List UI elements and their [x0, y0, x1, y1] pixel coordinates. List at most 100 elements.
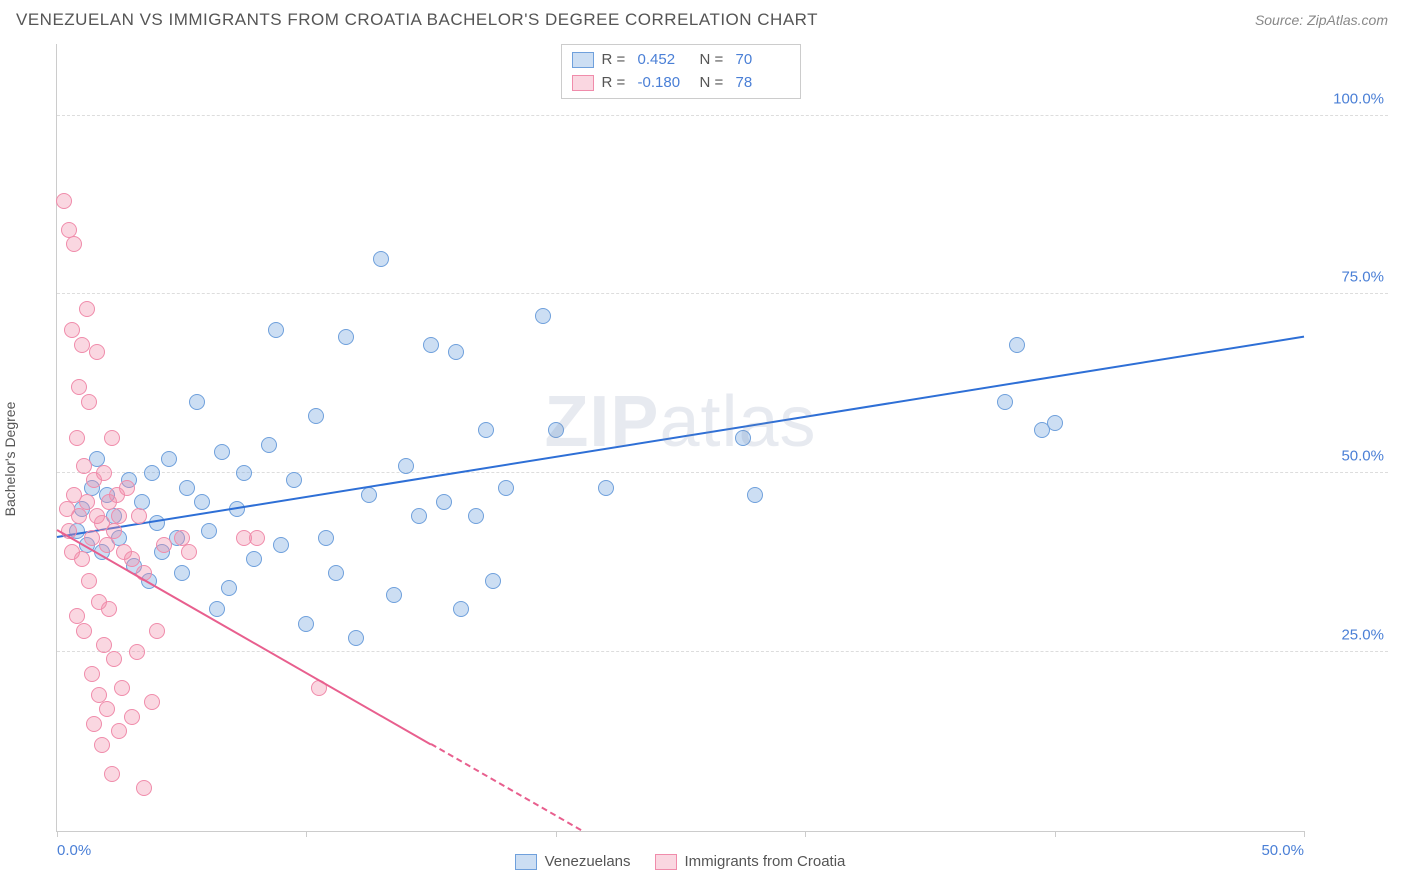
scatter-point — [273, 537, 289, 553]
scatter-point — [114, 680, 130, 696]
bottom-legend: Venezuelans Immigrants from Croatia — [56, 853, 1304, 870]
scatter-point — [99, 537, 115, 553]
chart-title: VENEZUELAN VS IMMIGRANTS FROM CROATIA BA… — [16, 10, 818, 30]
scatter-point — [86, 716, 102, 732]
scatter-point — [1009, 337, 1025, 353]
r-value-venezuelans: 0.452 — [638, 49, 692, 72]
legend-swatch-croatia — [655, 854, 677, 870]
scatter-point — [84, 530, 100, 546]
gridline-h — [57, 472, 1388, 473]
legend-item-croatia: Immigrants from Croatia — [655, 853, 846, 870]
scatter-point — [453, 601, 469, 617]
y-axis-label: Bachelor's Degree — [2, 402, 18, 517]
scatter-point — [246, 551, 262, 567]
scatter-point — [298, 616, 314, 632]
scatter-point — [131, 508, 147, 524]
scatter-point — [308, 408, 324, 424]
scatter-point — [89, 344, 105, 360]
scatter-point — [149, 623, 165, 639]
scatter-point — [348, 630, 364, 646]
scatter-point — [598, 480, 614, 496]
r-value-croatia: -0.180 — [638, 72, 692, 95]
scatter-point — [735, 430, 751, 446]
scatter-point — [161, 451, 177, 467]
x-tick — [57, 831, 58, 837]
scatter-point — [236, 465, 252, 481]
scatter-point — [74, 337, 90, 353]
scatter-point — [104, 430, 120, 446]
scatter-point — [747, 487, 763, 503]
scatter-point — [268, 322, 284, 338]
scatter-point — [423, 337, 439, 353]
scatter-point — [201, 523, 217, 539]
x-tick — [1304, 831, 1305, 837]
scatter-point — [1047, 415, 1063, 431]
x-tick — [805, 831, 806, 837]
y-tick-label: 75.0% — [1312, 269, 1384, 286]
scatter-point — [286, 472, 302, 488]
y-tick-label: 100.0% — [1312, 90, 1384, 107]
x-tick — [1055, 831, 1056, 837]
stats-row-croatia: R = -0.180 N = 78 — [572, 72, 790, 95]
scatter-point — [66, 236, 82, 252]
scatter-point — [136, 780, 152, 796]
scatter-point — [84, 666, 100, 682]
scatter-point — [111, 508, 127, 524]
swatch-croatia — [572, 75, 594, 91]
gridline-h — [57, 651, 1388, 652]
scatter-point — [149, 515, 165, 531]
scatter-point — [181, 544, 197, 560]
scatter-point — [485, 573, 501, 589]
scatter-point — [81, 573, 97, 589]
legend-label-croatia: Immigrants from Croatia — [685, 853, 846, 870]
chart-area: Bachelor's Degree ZIPatlas R = 0.452 N =… — [16, 44, 1388, 874]
scatter-point — [119, 480, 135, 496]
scatter-point — [328, 565, 344, 581]
scatter-point — [156, 537, 172, 553]
scatter-point — [64, 322, 80, 338]
scatter-point — [124, 551, 140, 567]
gridline-h — [57, 293, 1388, 294]
y-tick-label: 25.0% — [1312, 627, 1384, 644]
scatter-point — [56, 193, 72, 209]
scatter-point — [144, 465, 160, 481]
scatter-point — [144, 694, 160, 710]
scatter-point — [101, 601, 117, 617]
scatter-point — [997, 394, 1013, 410]
scatter-point — [99, 701, 115, 717]
legend-item-venezuelans: Venezuelans — [515, 853, 631, 870]
chart-source: Source: ZipAtlas.com — [1255, 12, 1388, 28]
x-tick — [556, 831, 557, 837]
scatter-point — [106, 523, 122, 539]
scatter-point — [411, 508, 427, 524]
trend-line — [57, 335, 1304, 537]
swatch-venezuelans — [572, 52, 594, 68]
scatter-point — [478, 422, 494, 438]
scatter-point — [361, 487, 377, 503]
scatter-point — [76, 623, 92, 639]
scatter-point — [79, 301, 95, 317]
scatter-point — [338, 329, 354, 345]
scatter-point — [214, 444, 230, 460]
scatter-point — [548, 422, 564, 438]
scatter-point — [468, 508, 484, 524]
y-tick-label: 50.0% — [1312, 448, 1384, 465]
scatter-point — [71, 508, 87, 524]
legend-label-venezuelans: Venezuelans — [545, 853, 631, 870]
scatter-point — [79, 494, 95, 510]
stats-row-venezuelans: R = 0.452 N = 70 — [572, 49, 790, 72]
scatter-point — [106, 651, 122, 667]
scatter-point — [448, 344, 464, 360]
n-value-venezuelans: 70 — [736, 49, 790, 72]
scatter-point — [261, 437, 277, 453]
scatter-point — [535, 308, 551, 324]
scatter-point — [386, 587, 402, 603]
scatter-point — [194, 494, 210, 510]
scatter-point — [221, 580, 237, 596]
scatter-point — [104, 766, 120, 782]
scatter-point — [74, 551, 90, 567]
trend-line — [431, 743, 582, 831]
scatter-point — [76, 458, 92, 474]
scatter-point — [124, 709, 140, 725]
x-tick — [306, 831, 307, 837]
